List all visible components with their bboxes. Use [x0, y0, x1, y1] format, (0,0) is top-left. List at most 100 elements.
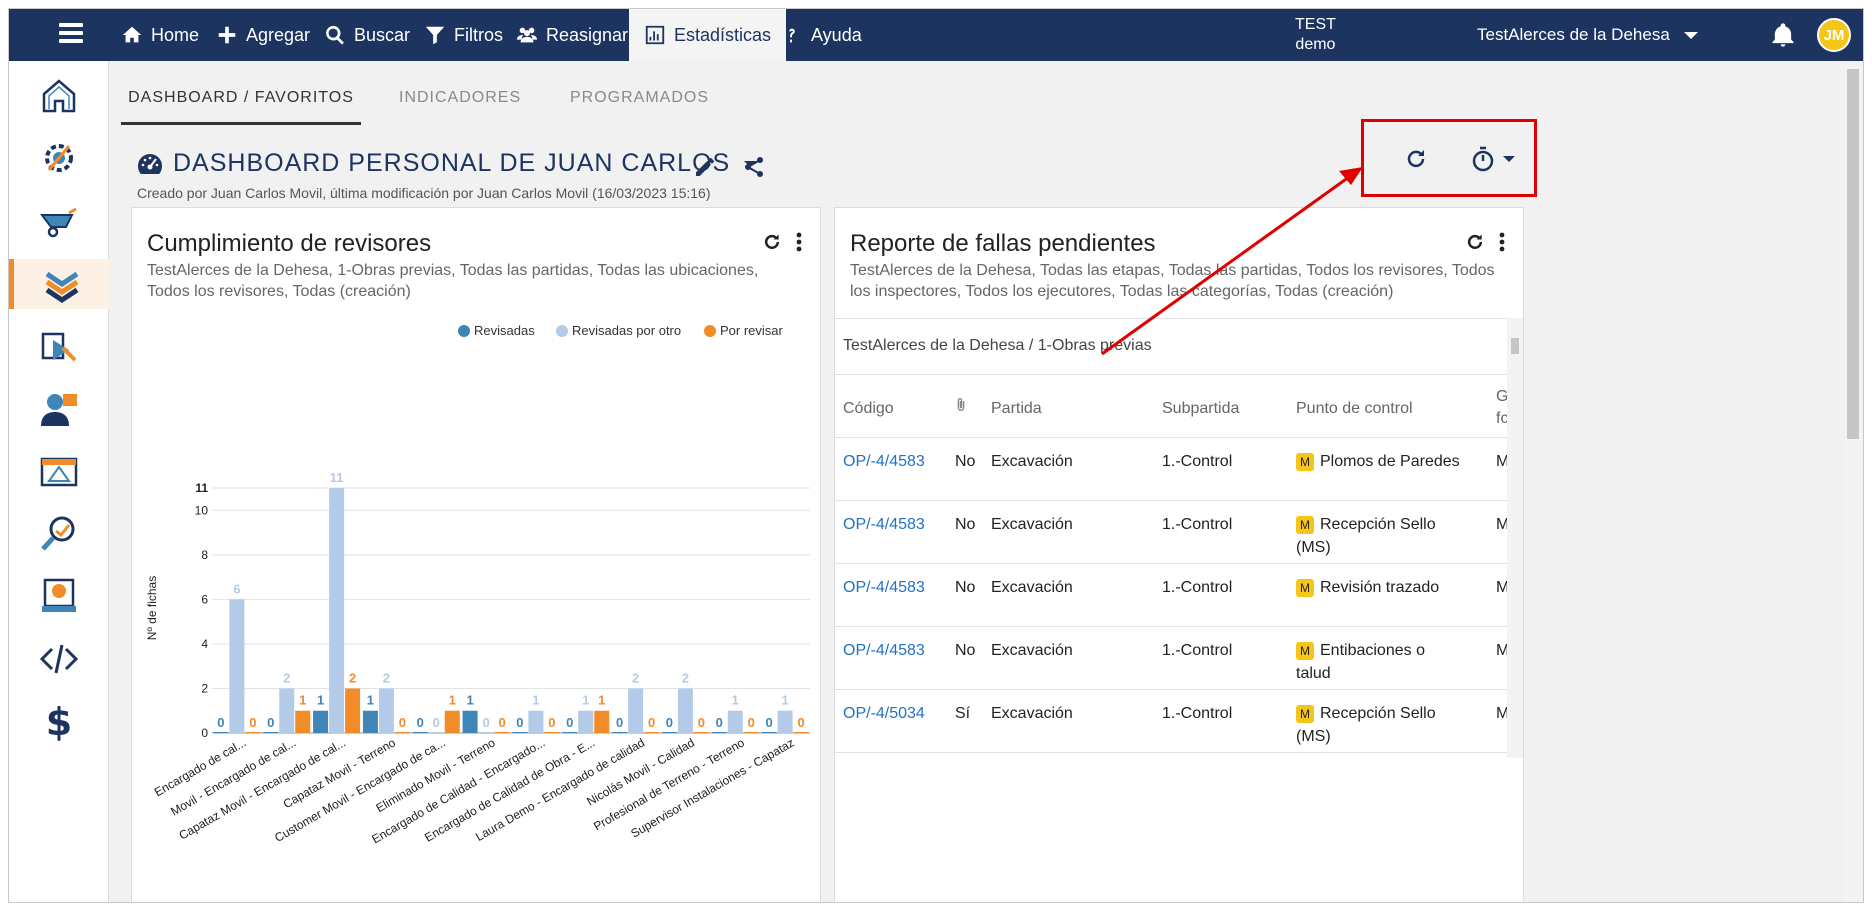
data-label: 1: [466, 693, 473, 708]
nav-ayuda[interactable]: Ayuda: [781, 9, 862, 61]
legend-item-revisadas[interactable]: Revisadas: [458, 323, 535, 338]
more-vertical-icon[interactable]: [796, 232, 802, 252]
chart-bar: [362, 710, 378, 733]
chart-bar: [528, 710, 544, 733]
sidebar-settings[interactable]: [9, 133, 109, 183]
col-header-g[interactable]: G: [1496, 388, 1509, 405]
chart-bar: [428, 732, 444, 733]
data-label: 0: [267, 715, 274, 730]
nav-filtros-label: Filtros: [454, 24, 503, 45]
table-row[interactable]: OP/-4/5034 Sí Excavación 1.-Control M Rec…: [835, 690, 1509, 753]
code-icon: [39, 644, 79, 674]
table-row[interactable]: OP/-4/4583 No Excavación 1.-Control M Rec…: [835, 501, 1509, 564]
chart-bar: [562, 732, 578, 733]
chart-card-subtitle: TestAlerces de la Dehesa, 1-Obras previa…: [147, 262, 759, 300]
chart-bar: [677, 688, 693, 733]
tab-dashboard[interactable]: DASHBOARD / FAVORITOS: [121, 79, 361, 125]
refresh-icon[interactable]: [1465, 232, 1485, 252]
col-header-fc: fc: [1496, 410, 1509, 427]
sidebar-users[interactable]: [9, 383, 109, 433]
refresh-icon[interactable]: [762, 232, 782, 252]
row-punto: M Recepción Sello (MS): [1296, 513, 1486, 559]
chart-bar: [761, 732, 777, 733]
tab-programados[interactable]: PROGRAMADOS: [570, 89, 710, 106]
y-tick-label: 8: [201, 548, 208, 562]
chevron-down-icon[interactable]: [744, 160, 757, 167]
row-code-link[interactable]: OP/-4/4583: [843, 579, 925, 596]
legend-item-por-revisar[interactable]: Por revisar: [704, 323, 783, 338]
sidebar-checklist[interactable]: [9, 259, 109, 309]
col-header-punto-control[interactable]: Punto de control: [1296, 400, 1413, 417]
col-header-codigo[interactable]: Código: [843, 400, 894, 417]
nav-filtros[interactable]: Filtros: [424, 9, 503, 61]
chart-bar: [628, 688, 644, 733]
scrollbar-thumb[interactable]: [1511, 338, 1519, 354]
project-selector[interactable]: TestAlerces de la Dehesa: [1477, 9, 1698, 61]
data-label: 1: [449, 693, 456, 708]
edit-pencil-icon[interactable]: [693, 155, 717, 179]
row-partida: Excavación: [991, 516, 1073, 533]
legend-item-revisadas-por-otro[interactable]: Revisadas por otro: [556, 323, 681, 338]
page-scrollbar[interactable]: [1845, 61, 1863, 902]
legend-dot: [458, 324, 470, 337]
table-row[interactable]: OP/-4/4583 No Excavación 1.-Control M Rev…: [835, 564, 1509, 627]
env-line2: demo: [1295, 36, 1336, 53]
status-badge: M: [1296, 579, 1314, 597]
sidebar-wheelbarrow[interactable]: [9, 196, 109, 246]
col-header-subpartida[interactable]: Subpartida: [1162, 400, 1240, 417]
dashboard-subtitle: Creado por Juan Carlos Movil, última mod…: [137, 185, 711, 201]
chart-card-actions: [762, 232, 802, 252]
legend-dot: [704, 324, 716, 337]
nav-ayuda-label: Ayuda: [811, 24, 862, 45]
data-label: 0: [716, 715, 723, 730]
home-icon: [122, 26, 142, 43]
magnifier-icon: [41, 516, 75, 551]
row-partida: Excavación: [991, 642, 1073, 659]
avatar[interactable]: JM: [1817, 18, 1851, 52]
auto-refresh-timer-button[interactable]: [1471, 146, 1515, 172]
sidebar-plans[interactable]: [9, 446, 109, 496]
table-scrollbar[interactable]: [1507, 318, 1523, 758]
nav-buscar[interactable]: Buscar: [324, 9, 410, 61]
wheelbarrow-icon: [40, 207, 77, 238]
nav-reasignar-label: Reasignar: [546, 24, 629, 45]
sidebar-finance[interactable]: [9, 571, 109, 621]
data-label: 0: [698, 715, 705, 730]
chart-bar: [693, 732, 709, 733]
nav-reasignar[interactable]: Reasignar: [516, 9, 628, 61]
share-icon[interactable]: [742, 155, 766, 179]
table-row[interactable]: OP/-4/4583 No Excavación 1.-Control M Ent…: [835, 627, 1509, 690]
table-row[interactable]: OP/-4/4583 No Excavación 1.-Control M Plo…: [835, 438, 1509, 501]
chart-bar: [743, 732, 759, 733]
chart-bar: [494, 732, 510, 733]
nav-home[interactable]: Home: [121, 9, 199, 61]
more-vertical-icon[interactable]: [1499, 232, 1505, 252]
top-navbar: Home Agregar Buscar Filtros Reasignar Es…: [9, 9, 1863, 61]
row-subpartida: 1.-Control: [1162, 453, 1233, 470]
row-subpartida: 1.-Control: [1162, 642, 1233, 659]
data-label: 1: [781, 693, 788, 708]
sidebar-code[interactable]: [9, 634, 109, 684]
chevron-down-icon: [1503, 156, 1515, 162]
row-code-link[interactable]: OP/-4/4583: [843, 453, 925, 470]
bell-icon[interactable]: [1769, 21, 1797, 49]
sidebar-billing[interactable]: $: [9, 696, 109, 746]
row-code-link[interactable]: OP/-4/4583: [843, 642, 925, 659]
sidebar-import[interactable]: [9, 321, 109, 371]
chart-bar: [578, 710, 594, 733]
refresh-icon[interactable]: [1404, 147, 1428, 171]
question-icon: [789, 28, 795, 43]
sidebar-home[interactable]: [9, 71, 109, 121]
menu-icon[interactable]: [59, 23, 83, 43]
tab-indicadores[interactable]: INDICADORES: [399, 89, 522, 106]
row-code-link[interactable]: OP/-4/5034: [843, 705, 925, 722]
nav-estadisticas[interactable]: Estadísticas: [629, 9, 787, 61]
scrollbar-thumb[interactable]: [1847, 69, 1859, 439]
row-punto-label-2: talud: [1296, 665, 1331, 682]
sidebar-inspection[interactable]: [9, 508, 109, 558]
row-code-link[interactable]: OP/-4/4583: [843, 516, 925, 533]
nav-agregar[interactable]: Agregar: [216, 9, 310, 61]
col-header-partida[interactable]: Partida: [991, 400, 1042, 417]
data-label: 1: [582, 693, 589, 708]
row-partida: Excavación: [991, 579, 1073, 596]
